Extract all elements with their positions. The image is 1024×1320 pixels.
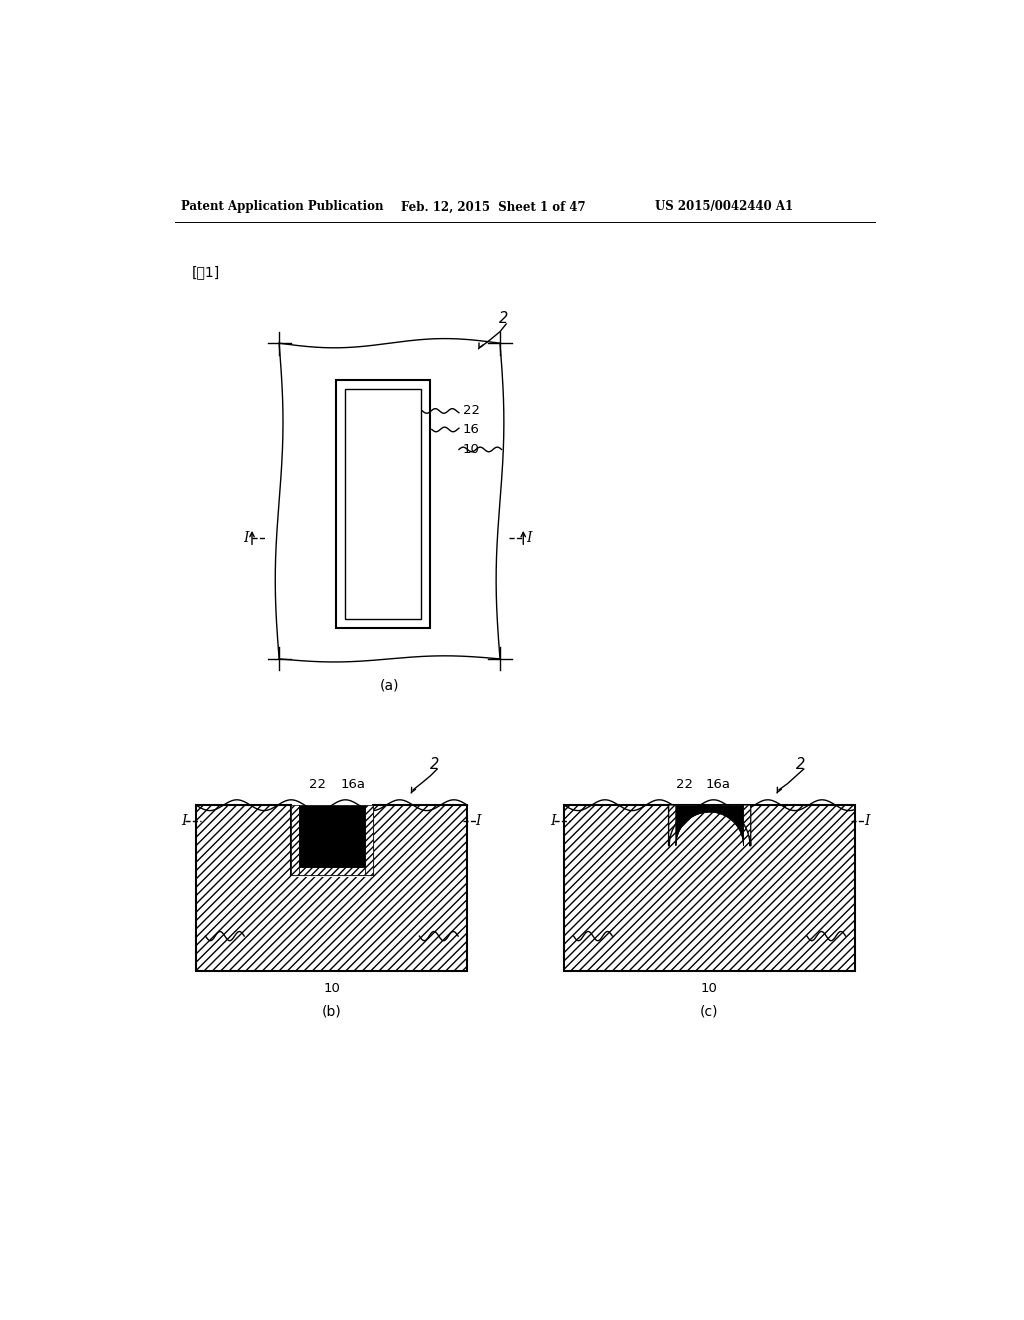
Text: I: I <box>550 813 555 828</box>
Text: (b): (b) <box>322 1005 342 1019</box>
Text: 2: 2 <box>499 312 508 326</box>
Bar <box>299 867 365 874</box>
Text: 16a: 16a <box>340 777 366 791</box>
Bar <box>291 801 373 876</box>
Text: (c): (c) <box>700 1005 719 1019</box>
Text: 16a: 16a <box>707 777 731 791</box>
Bar <box>299 805 365 867</box>
Text: Patent Application Publication: Patent Application Publication <box>180 201 383 214</box>
Bar <box>564 805 855 970</box>
Text: I: I <box>526 531 532 545</box>
Text: 22: 22 <box>676 777 693 791</box>
Text: I: I <box>475 813 481 828</box>
Text: 10: 10 <box>463 444 479 455</box>
Text: Feb. 12, 2015  Sheet 1 of 47: Feb. 12, 2015 Sheet 1 of 47 <box>400 201 586 214</box>
Text: US 2015/0042440 A1: US 2015/0042440 A1 <box>655 201 794 214</box>
Text: 10: 10 <box>324 982 340 995</box>
Text: 16: 16 <box>463 422 479 436</box>
Text: (a): (a) <box>380 678 399 693</box>
Bar <box>197 805 467 970</box>
Text: I: I <box>181 813 186 828</box>
Text: 10: 10 <box>700 982 718 995</box>
Text: I: I <box>243 531 249 545</box>
Bar <box>291 805 299 875</box>
Text: 22: 22 <box>463 404 480 417</box>
Text: 2: 2 <box>796 756 805 772</box>
Text: I: I <box>864 813 869 828</box>
Text: 2: 2 <box>430 756 439 772</box>
Bar <box>336 380 430 628</box>
Text: 22: 22 <box>309 777 327 791</box>
Text: [囱1]: [囱1] <box>191 265 220 280</box>
Bar <box>365 805 373 875</box>
Polygon shape <box>669 805 751 846</box>
Bar <box>345 389 421 619</box>
Polygon shape <box>676 805 743 846</box>
Polygon shape <box>669 805 751 846</box>
